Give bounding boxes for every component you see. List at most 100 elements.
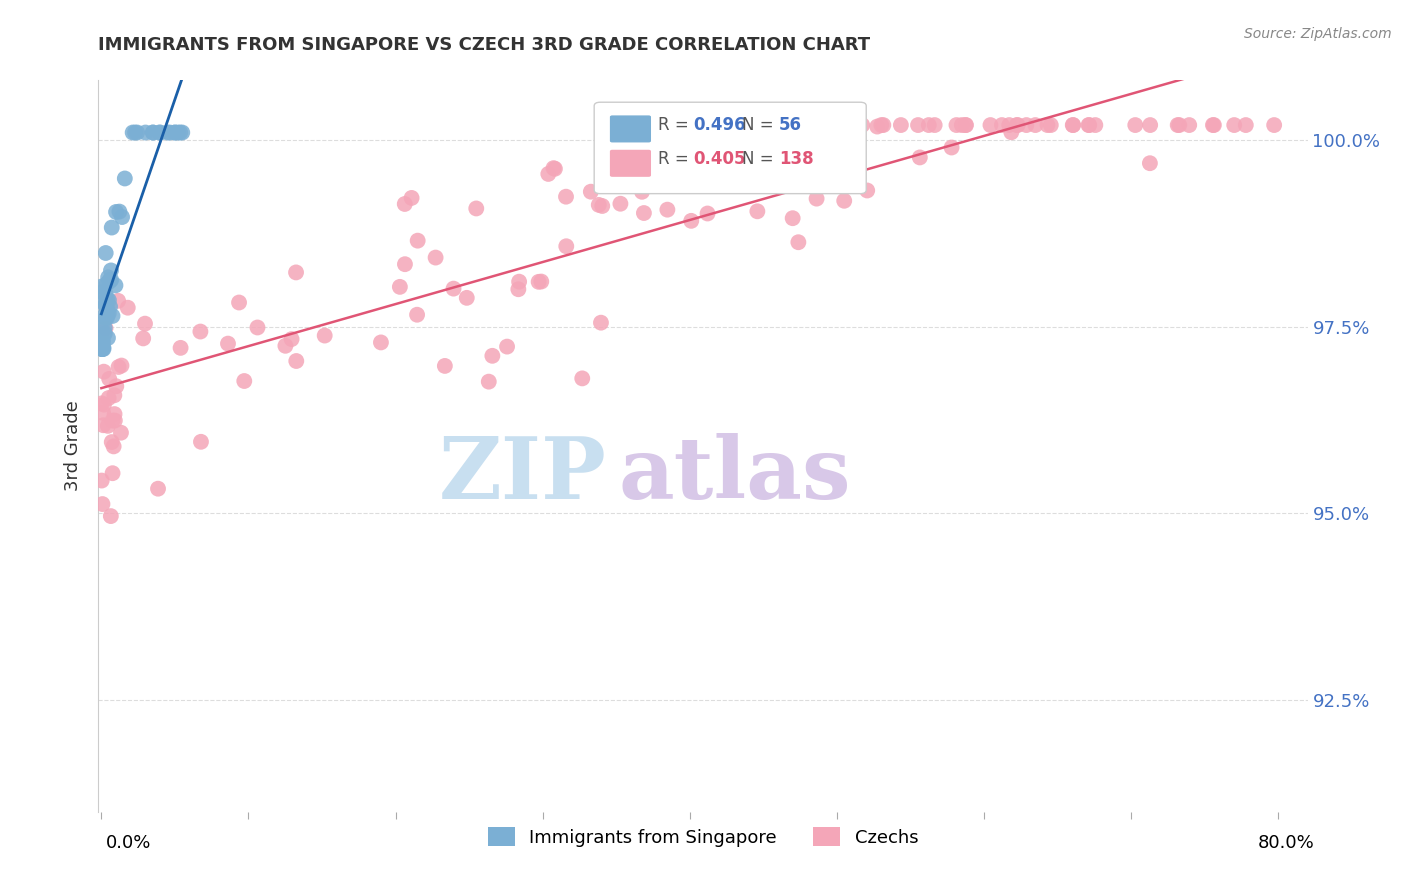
Point xyxy=(90,342,112,356)
Point xyxy=(149,126,172,140)
Text: 80.0%: 80.0% xyxy=(1258,834,1315,852)
Point xyxy=(401,191,423,205)
Point xyxy=(101,309,124,323)
Point xyxy=(167,126,190,140)
Text: R =: R = xyxy=(658,116,695,134)
Point xyxy=(609,196,631,211)
Point xyxy=(90,474,112,488)
Point xyxy=(945,118,967,132)
Point xyxy=(91,418,114,433)
Point xyxy=(747,204,769,219)
Point xyxy=(280,332,302,346)
Point xyxy=(100,263,122,277)
Point xyxy=(91,285,114,300)
Point xyxy=(98,273,121,287)
Point xyxy=(93,342,115,356)
Point xyxy=(91,335,114,350)
Point xyxy=(657,202,679,217)
Point xyxy=(117,301,139,315)
Text: 0.496: 0.496 xyxy=(693,116,747,134)
Point xyxy=(190,325,212,339)
Point xyxy=(591,199,613,213)
Point xyxy=(104,413,127,427)
Point xyxy=(91,342,114,356)
Point xyxy=(851,118,873,132)
Point xyxy=(100,509,122,524)
Point xyxy=(285,265,308,279)
Point xyxy=(1039,118,1062,132)
Point xyxy=(537,167,560,181)
Point xyxy=(745,163,768,178)
Point xyxy=(103,407,125,421)
Point xyxy=(90,342,112,356)
Point xyxy=(527,275,550,289)
Point xyxy=(142,126,165,140)
Point xyxy=(107,359,129,374)
Point xyxy=(496,340,519,354)
Point xyxy=(828,118,851,132)
Point xyxy=(832,177,855,191)
FancyBboxPatch shape xyxy=(610,115,651,143)
Point xyxy=(97,418,120,433)
Point xyxy=(1202,118,1225,132)
Point xyxy=(93,341,115,355)
Point xyxy=(93,294,115,309)
Point xyxy=(695,160,717,174)
Point xyxy=(508,275,530,289)
Point xyxy=(100,435,122,450)
Point xyxy=(156,126,179,140)
Point xyxy=(388,280,411,294)
Point xyxy=(96,308,118,322)
Point xyxy=(105,379,128,393)
Point xyxy=(787,235,810,250)
Point xyxy=(669,168,692,182)
Point xyxy=(96,293,118,307)
Point xyxy=(544,161,567,176)
Point xyxy=(105,205,128,219)
Point xyxy=(90,279,112,293)
Point xyxy=(1168,118,1191,132)
Point xyxy=(1036,118,1059,132)
Point xyxy=(91,334,114,348)
Point xyxy=(918,118,941,132)
Point xyxy=(159,126,181,140)
Point xyxy=(782,211,804,226)
Point xyxy=(94,326,117,341)
Point xyxy=(530,275,553,289)
Point xyxy=(1223,118,1246,132)
Point xyxy=(456,291,478,305)
Point xyxy=(100,273,122,287)
Point xyxy=(132,331,155,345)
Text: 138: 138 xyxy=(779,150,814,169)
Point xyxy=(406,234,429,248)
Point xyxy=(681,214,703,228)
Point xyxy=(90,319,112,334)
Point xyxy=(98,372,121,386)
Point xyxy=(169,126,191,140)
Point xyxy=(941,140,963,154)
Point xyxy=(101,414,124,428)
Point xyxy=(1015,118,1038,132)
Point xyxy=(1005,118,1028,132)
FancyBboxPatch shape xyxy=(610,150,651,177)
Point xyxy=(217,336,239,351)
Point xyxy=(555,239,578,253)
Point xyxy=(806,192,828,206)
Point xyxy=(93,310,115,324)
Point xyxy=(613,143,636,157)
Point xyxy=(1007,118,1029,132)
Point xyxy=(478,375,501,389)
Point xyxy=(832,194,855,208)
Point xyxy=(190,434,212,449)
Point xyxy=(908,150,931,164)
Point xyxy=(1078,118,1101,132)
Point xyxy=(148,126,170,140)
Point xyxy=(1167,118,1189,132)
Y-axis label: 3rd Grade: 3rd Grade xyxy=(65,401,83,491)
Point xyxy=(820,158,842,172)
Point xyxy=(134,126,156,140)
Point xyxy=(676,157,699,171)
Point xyxy=(593,156,616,170)
Point xyxy=(394,257,416,271)
Point xyxy=(465,202,488,216)
